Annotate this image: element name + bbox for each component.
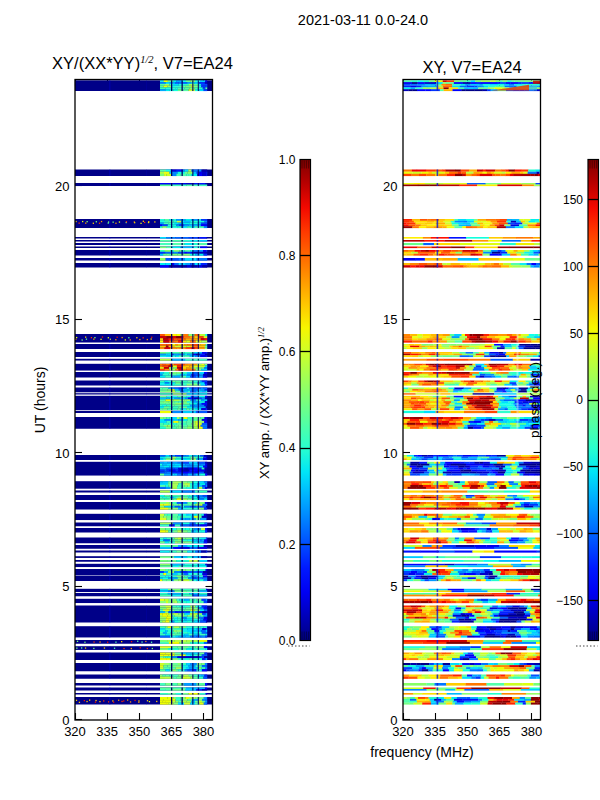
svg-text:50: 50: [570, 327, 584, 341]
svg-text:365: 365: [161, 724, 183, 739]
svg-text:5: 5: [62, 579, 69, 594]
svg-text:15: 15: [383, 312, 397, 327]
svg-text:350: 350: [456, 724, 478, 739]
svg-text:1.0: 1.0: [279, 153, 296, 167]
svg-text:0: 0: [390, 713, 397, 728]
svg-text:phase (deg.): phase (deg.): [527, 362, 542, 438]
svg-text:0.4: 0.4: [279, 441, 296, 455]
svg-text:335: 335: [424, 724, 446, 739]
svg-text:0.6: 0.6: [279, 345, 296, 359]
svg-text:10: 10: [55, 446, 69, 461]
svg-text:100: 100: [563, 260, 583, 274]
svg-text:350: 350: [128, 724, 150, 739]
svg-text:2021-03-11 0.0-24.0: 2021-03-11 0.0-24.0: [298, 12, 428, 28]
svg-text:365: 365: [489, 724, 511, 739]
svg-text:20: 20: [55, 179, 69, 194]
svg-text:UT (hours): UT (hours): [32, 367, 48, 434]
svg-text:frequency (MHz): frequency (MHz): [370, 744, 473, 760]
svg-text:XY amp. / (XX*YY amp.)1/2: XY amp. / (XX*YY amp.)1/2: [256, 326, 272, 479]
svg-text:380: 380: [521, 724, 543, 739]
svg-text:XY, V7=EA24: XY, V7=EA24: [422, 58, 521, 76]
svg-text:0: 0: [576, 393, 583, 407]
svg-text:0.8: 0.8: [279, 249, 296, 263]
svg-text:0.0: 0.0: [279, 634, 296, 648]
svg-text:0.2: 0.2: [279, 538, 296, 552]
svg-text:0: 0: [62, 713, 69, 728]
svg-text:15: 15: [55, 312, 69, 327]
svg-text:380: 380: [193, 724, 215, 739]
svg-text:335: 335: [96, 724, 118, 739]
svg-text:−50: −50: [563, 460, 584, 474]
svg-text:−100: −100: [556, 527, 583, 541]
svg-text:20: 20: [383, 179, 397, 194]
svg-text:10: 10: [383, 446, 397, 461]
svg-text:5: 5: [390, 579, 397, 594]
svg-text:−150: −150: [556, 594, 583, 608]
svg-text:150: 150: [563, 193, 583, 207]
